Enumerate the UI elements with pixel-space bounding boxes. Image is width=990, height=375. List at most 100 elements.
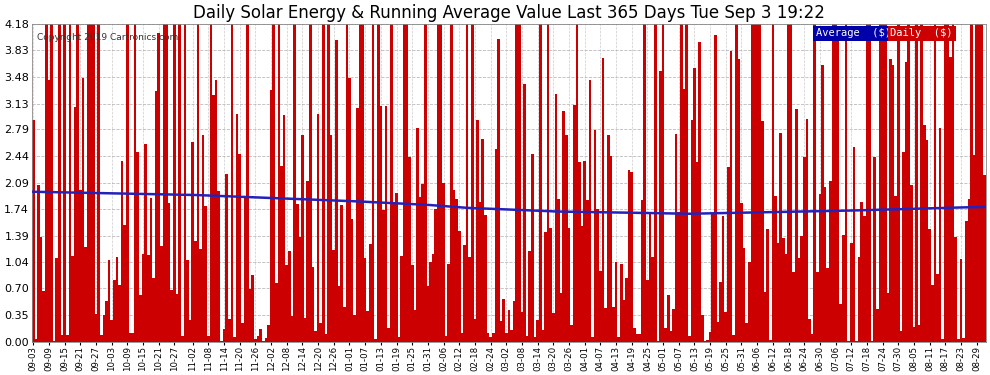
Bar [52,341,55,342]
Bar [154,91,157,342]
Bar [970,24,973,342]
Bar [905,62,908,342]
Bar [348,78,350,342]
Bar [435,209,437,342]
Bar [918,325,921,342]
Bar [356,108,358,342]
Bar [322,24,325,342]
Bar [876,309,879,342]
Bar [371,24,374,342]
Bar [552,313,554,342]
Bar [178,24,181,342]
Bar [641,200,644,342]
Bar [842,235,844,342]
Bar [186,260,189,342]
Bar [416,128,419,342]
Bar [886,292,889,342]
Bar [110,320,113,342]
Bar [967,199,970,342]
Bar [908,24,910,342]
Bar [291,316,293,342]
Bar [126,24,129,342]
Bar [685,24,688,342]
Bar [218,191,220,342]
Bar [581,226,583,342]
Bar [840,304,842,342]
Bar [43,291,45,342]
Bar [366,311,369,342]
Bar [978,24,981,342]
Bar [317,114,320,342]
Bar [248,289,251,342]
Bar [275,283,277,342]
Bar [521,312,524,342]
Bar [79,190,81,342]
Bar [199,249,202,342]
Bar [139,294,142,342]
Bar [84,247,87,342]
Bar [612,307,615,342]
Bar [32,120,35,342]
Bar [824,187,827,342]
Bar [181,336,183,342]
Bar [981,24,983,342]
Bar [309,24,312,342]
Bar [610,156,612,342]
Bar [173,24,175,342]
Bar [529,251,531,342]
Bar [267,325,269,342]
Bar [586,200,589,342]
Bar [720,282,722,342]
Bar [771,24,774,342]
Bar [377,24,379,342]
Bar [328,24,330,342]
Bar [338,286,341,342]
Bar [408,157,411,342]
Bar [212,96,215,342]
Bar [264,338,267,342]
Bar [795,109,798,342]
Bar [450,24,452,342]
Bar [959,259,962,342]
Bar [664,328,667,342]
Bar [207,336,210,342]
Bar [379,106,382,342]
Bar [787,24,790,342]
Bar [63,24,66,342]
Bar [688,336,690,342]
Bar [565,135,567,342]
Bar [615,262,618,342]
Bar [116,257,118,342]
Bar [484,214,487,342]
Bar [350,219,353,342]
Bar [860,202,863,342]
Bar [625,278,628,342]
Bar [343,307,346,342]
Bar [473,319,476,342]
Bar [465,24,468,342]
Bar [259,329,262,342]
Bar [369,244,371,342]
Bar [197,24,199,342]
Bar [165,24,168,342]
Bar [803,157,806,342]
Bar [440,24,443,342]
Bar [103,315,105,342]
Bar [748,262,750,342]
Bar [727,167,730,342]
Bar [312,267,314,342]
Bar [40,237,43,342]
Bar [333,251,335,342]
Bar [923,125,926,342]
Title: Daily Solar Energy & Running Average Value Last 365 Days Tue Sep 3 19:22: Daily Solar Energy & Running Average Val… [193,4,825,22]
Bar [228,319,231,342]
Bar [871,340,873,342]
Bar [755,24,758,342]
Bar [58,24,60,342]
Bar [578,162,581,342]
Bar [774,196,777,342]
Text: Average  ($): Average ($) [816,28,891,39]
Bar [646,280,648,342]
Bar [631,172,633,342]
Bar [690,120,693,342]
